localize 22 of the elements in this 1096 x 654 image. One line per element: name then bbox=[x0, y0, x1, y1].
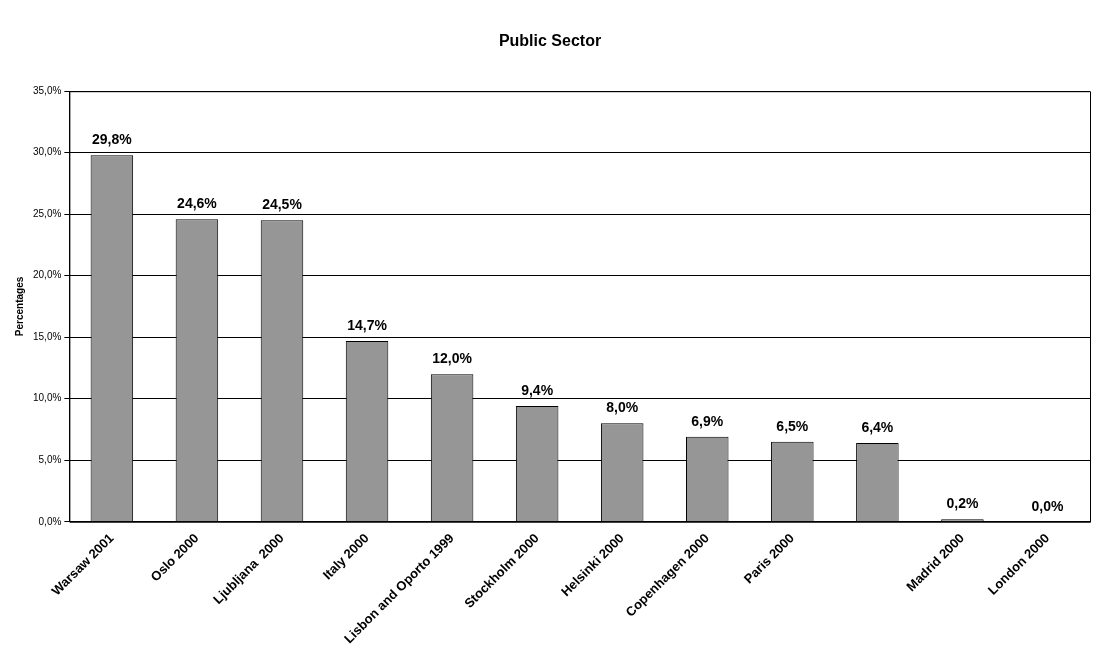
y-tick-label: 25,0% bbox=[33, 207, 62, 219]
data-label: 8,0% bbox=[606, 399, 639, 416]
y-tick-label: 20,0% bbox=[33, 269, 62, 281]
data-label: 6,5% bbox=[776, 417, 809, 434]
data-label: 24,6% bbox=[177, 195, 218, 211]
y-tick-label: 30,0% bbox=[33, 146, 62, 158]
data-label: 24,5% bbox=[262, 196, 303, 213]
y-tick-label: 5,0% bbox=[38, 454, 62, 465]
data-label: 14,7% bbox=[347, 316, 388, 333]
y-axis-title: Percentages bbox=[13, 276, 25, 337]
data-label: 0,2% bbox=[946, 495, 979, 512]
y-tick-label: 10,0% bbox=[33, 392, 62, 404]
data-label: 6,4% bbox=[861, 418, 894, 435]
data-label: 0,0% bbox=[1031, 497, 1064, 514]
chart-title: Public Sector bbox=[498, 32, 602, 50]
data-label: 6,9% bbox=[691, 412, 724, 429]
y-tick-label: 0,0% bbox=[38, 515, 62, 527]
data-label: 12,0% bbox=[432, 350, 473, 366]
data-label: 29,8% bbox=[92, 131, 133, 148]
y-tick-label: 35,0% bbox=[33, 84, 62, 96]
data-label: 9,4% bbox=[521, 381, 554, 398]
y-tick-label: 15,0% bbox=[33, 330, 62, 342]
